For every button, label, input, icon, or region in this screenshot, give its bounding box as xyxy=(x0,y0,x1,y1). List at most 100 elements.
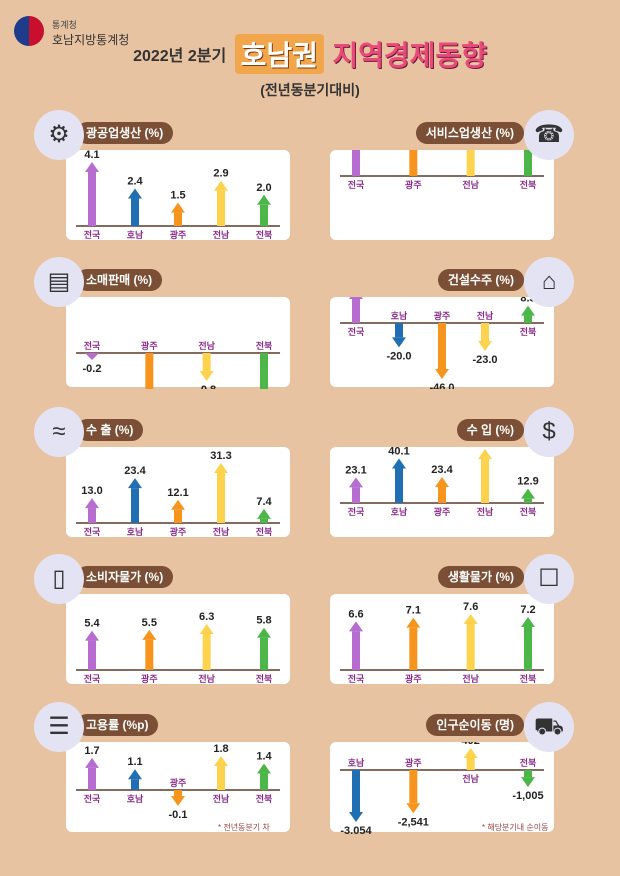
value-label: 31.3 xyxy=(210,450,231,462)
value-label: -0.1 xyxy=(169,809,188,821)
bar-shaft xyxy=(409,150,418,176)
ship-icon: ≈ xyxy=(34,407,84,457)
truck-icon: ⛟ xyxy=(524,702,574,752)
bar-arrowhead xyxy=(214,180,228,191)
category-label: 광주 xyxy=(405,673,422,684)
store-icon: ▤ xyxy=(34,257,84,307)
bar-arrowhead xyxy=(478,341,492,351)
value-label: 2.0 xyxy=(256,182,271,194)
panel-title: 서비스업생산 (%) xyxy=(415,122,524,144)
bar-shaft xyxy=(145,353,154,389)
chart-8: 6.6 전국 7.1 광주 7.6 전남 7.2 전북 xyxy=(340,601,544,684)
bar-arrowhead xyxy=(199,624,214,634)
bar-전국: 23.1 전국 xyxy=(345,464,366,517)
bar-전남: -0.8 전남 xyxy=(197,340,216,389)
bar-shaft xyxy=(466,758,475,770)
category-label: 호남 xyxy=(127,526,144,537)
category-label: 전국 xyxy=(348,326,365,337)
value-label: 12.9 xyxy=(517,476,538,488)
bar-전국: 5.4 전국 xyxy=(84,618,101,684)
bar-shaft xyxy=(217,473,225,523)
bar-shaft xyxy=(88,640,96,670)
bar-전국: 13.0 전국 xyxy=(81,485,102,537)
category-label: 광주 xyxy=(141,673,158,684)
bar-전국: 16.2전국 xyxy=(348,297,365,337)
basket-icon: ☐ xyxy=(524,554,574,604)
bar-shaft xyxy=(524,770,532,778)
value-label: 5.8 xyxy=(256,615,271,627)
bar-arrowhead xyxy=(214,463,228,473)
bar-shaft xyxy=(352,770,360,812)
bar-arrowhead xyxy=(85,757,99,768)
bar-shaft xyxy=(260,353,268,389)
exchange-icon: $ xyxy=(524,407,574,457)
category-label: 전북 xyxy=(256,229,273,240)
value-label: -3,054 xyxy=(340,825,372,834)
chart-9: 1.7 전국 1.1 호남 -0.1 광주 1.8 전남 1.4 전북 xyxy=(76,743,280,821)
category-label: 광주 xyxy=(434,310,451,321)
category-label: 호남 xyxy=(391,506,408,517)
bar-광주: 12.1 광주 xyxy=(167,487,188,537)
value-label: -0.8 xyxy=(197,384,216,389)
category-label: 전북 xyxy=(256,526,273,537)
panel-title: 광공업생산 (%) xyxy=(76,122,174,144)
bar-전남: -23.0 전남 xyxy=(472,310,497,366)
bar-arrowhead xyxy=(478,449,492,459)
category-label: 전남 xyxy=(198,673,215,684)
bar-shaft xyxy=(409,770,418,804)
category-label: 전국 xyxy=(348,506,365,517)
service-icon: ☎ xyxy=(524,110,574,160)
bar-shaft xyxy=(217,190,225,226)
bar-arrowhead xyxy=(85,630,99,641)
chart-10: -3,054 호남 -2,541 광주 492 전남 -1,005 전북 xyxy=(340,742,544,834)
value-label: 7.1 xyxy=(406,605,421,617)
bar-arrowhead xyxy=(406,803,421,814)
bar-shaft xyxy=(524,150,532,176)
value-label: 492 xyxy=(461,742,479,747)
bar-호남: 23.4 호남 xyxy=(124,465,146,537)
bar-shaft xyxy=(260,773,268,790)
bar-arrowhead xyxy=(171,796,185,806)
bar-shaft xyxy=(409,627,418,670)
panel-title: 수 입 (%) xyxy=(456,419,524,441)
value-label: 6.6 xyxy=(348,608,363,620)
bar-arrowhead xyxy=(392,458,406,469)
bar-shaft xyxy=(466,624,475,670)
agency-logo: 통계청 호남지방통계청 xyxy=(14,14,129,54)
category-label: 광주 xyxy=(141,340,158,351)
bar-shaft xyxy=(524,315,532,323)
chart-4: 16.2전국 -20.0 호남 -46.0 광주 -23.0 전남 8.3 전북 xyxy=(340,297,544,389)
bar-전북: 1.4 전북 xyxy=(256,751,273,804)
bar-arrowhead xyxy=(349,621,363,632)
chart-2: 5.4전국 3.8광주 3.8전남 4.4전북 xyxy=(340,150,544,190)
value-label: 5.5 xyxy=(142,617,157,629)
panel-1: 4.1 전국 2.4 호남 1.5 광주 2.9 전남 2.0 전북 xyxy=(66,150,290,240)
panel-3: -0.2 전국 -1.6광주 -0.8 전남 -1.5전북 xyxy=(66,297,290,389)
panel-title: 소매판매 (%) xyxy=(76,269,163,291)
panel-9: 1.7 전국 1.1 호남 -0.1 광주 1.8 전남 1.4 전북 xyxy=(66,742,290,832)
bar-shaft xyxy=(352,150,360,176)
bar-호남: 1.1 호남 xyxy=(127,756,144,804)
value-label: 1.8 xyxy=(213,743,228,755)
category-label: 전남 xyxy=(477,310,494,321)
category-label: 호남 xyxy=(391,310,408,321)
crane-icon: ⌂ xyxy=(524,257,574,307)
bar-arrowhead xyxy=(521,488,535,499)
chart-7: 5.4 전국 5.5 광주 6.3 전남 5.8 전북 xyxy=(76,611,280,684)
bar-shaft xyxy=(202,634,211,670)
value-label: 2.4 xyxy=(127,176,143,188)
bar-shaft xyxy=(466,150,475,176)
category-label: 전남 xyxy=(477,506,494,517)
bar-전남: 6.3 전남 xyxy=(198,611,215,684)
value-label: 23.1 xyxy=(345,464,366,476)
category-label: 광주 xyxy=(405,757,422,768)
bar-shaft xyxy=(131,488,139,523)
bar-arrowhead xyxy=(521,305,535,316)
government-emblem-icon xyxy=(14,16,44,46)
panel-8: 6.6 전국 7.1 광주 7.6 전남 7.2 전북 xyxy=(330,594,554,684)
panel-2: 5.4전국 3.8광주 3.8전남 4.4전북 xyxy=(330,150,554,240)
bar-광주: 5.5 광주 xyxy=(141,617,158,684)
category-label: 전국 xyxy=(84,229,101,240)
bar-shaft xyxy=(524,498,532,503)
bar-shaft xyxy=(174,790,182,796)
